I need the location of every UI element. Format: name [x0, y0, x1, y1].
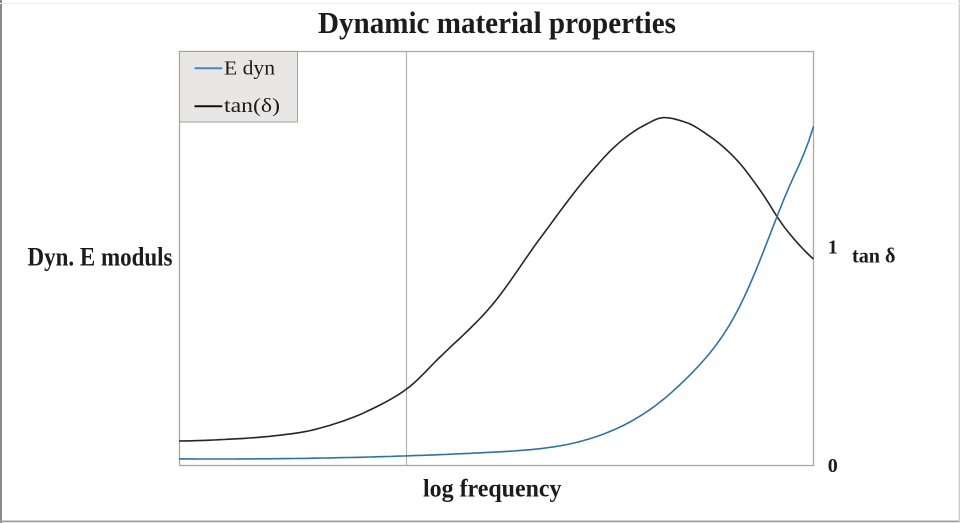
svg-text:Dyn. E moduls: Dyn. E moduls: [28, 243, 173, 272]
svg-text:1: 1: [828, 236, 838, 258]
svg-text:0: 0: [828, 455, 838, 477]
svg-text:E dyn: E dyn: [224, 58, 275, 80]
svg-text:tan(δ): tan(δ): [224, 95, 280, 117]
svg-text:tan δ: tan δ: [852, 244, 896, 268]
svg-text:log frequency: log frequency: [423, 476, 562, 503]
svg-text:Dynamic material properties: Dynamic material properties: [318, 5, 676, 40]
